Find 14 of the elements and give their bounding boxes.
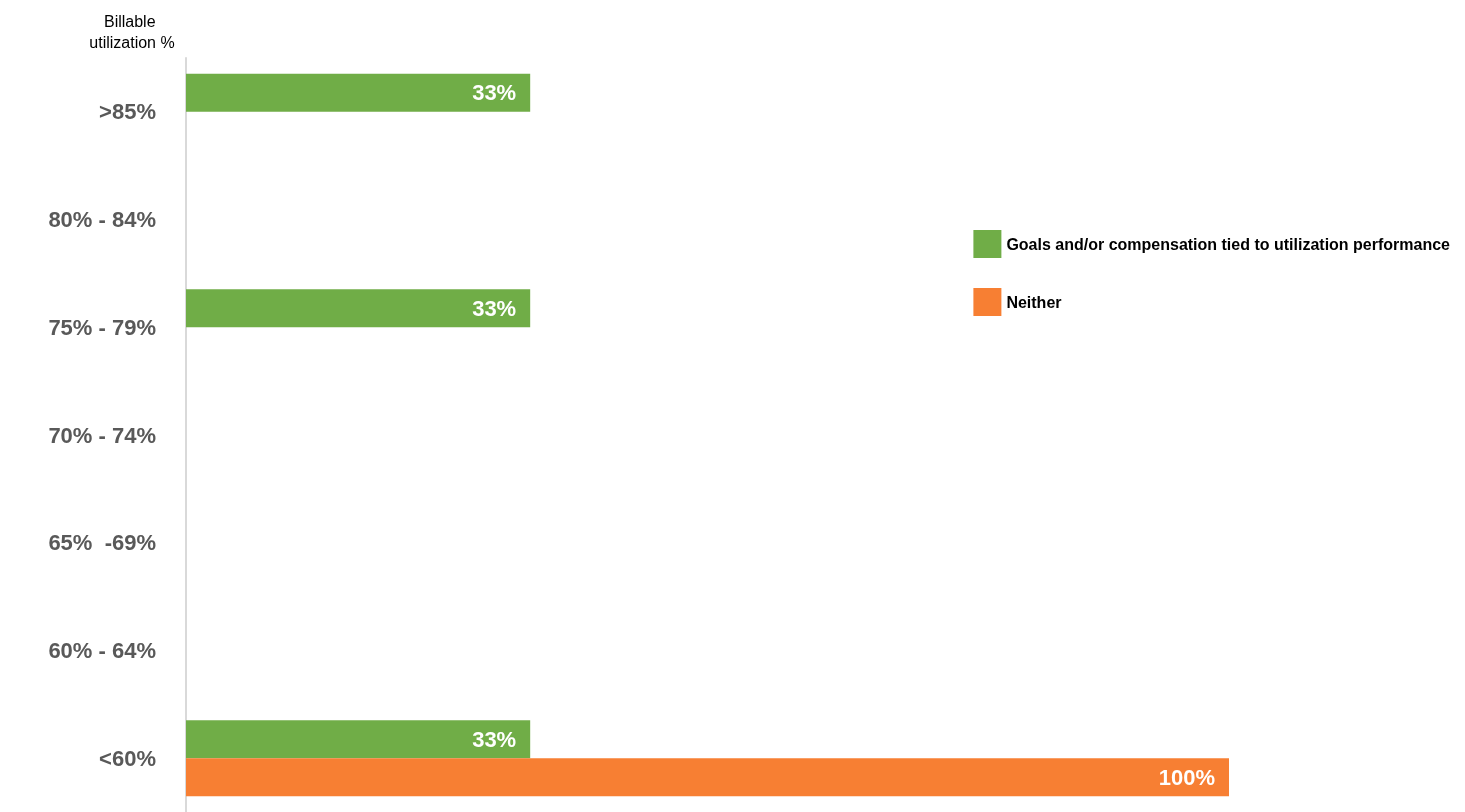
y-tick-label: 75% - 79%: [48, 314, 156, 340]
y-tick-label: 65% -69%: [48, 530, 156, 556]
data-label: 33%: [472, 726, 517, 752]
y-tick-label: <60%: [99, 745, 156, 771]
y-axis-title: Billable utilization %: [89, 13, 175, 51]
data-label: 33%: [472, 295, 517, 321]
y-tick-label: 60% - 64%: [48, 637, 156, 663]
y-tick-label: 70% - 74%: [48, 422, 156, 448]
legend-label: Neither: [1006, 293, 1062, 311]
legend-label: Goals and/or compensation tied to utilization performance: [1006, 235, 1451, 253]
data-label: 100%: [1158, 764, 1215, 790]
data-label: 33%: [472, 80, 517, 106]
y-tick-label: >85%: [99, 99, 156, 125]
y-tick-label: 80% - 84%: [48, 207, 156, 233]
